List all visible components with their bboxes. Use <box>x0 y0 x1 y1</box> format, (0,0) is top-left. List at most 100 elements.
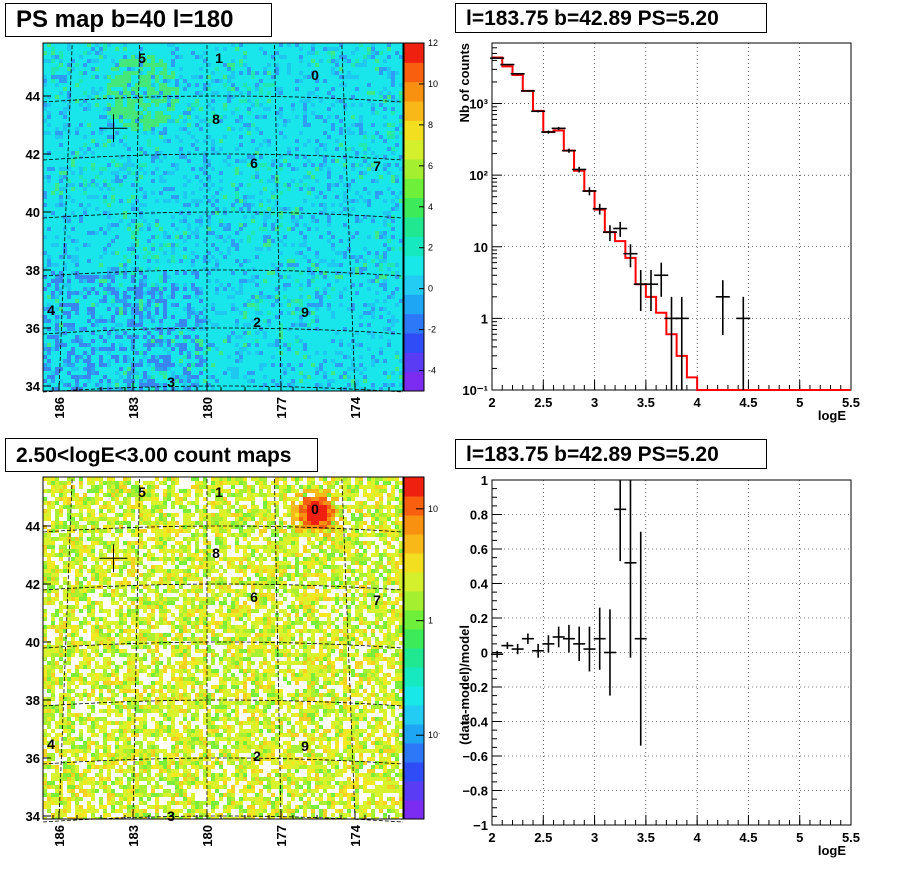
ps-map-pixel <box>123 167 127 171</box>
ps-map-pixel <box>255 259 259 263</box>
ps-map-pixel <box>159 131 163 135</box>
ps-map-pixel <box>83 119 87 123</box>
ps-map-pixel <box>339 123 343 127</box>
ps-map-pixel <box>259 179 263 183</box>
ps-map-pixel <box>355 75 359 79</box>
ps-map-pixel <box>383 187 387 191</box>
ps-map-pixel <box>387 259 391 263</box>
ps-map-pixel <box>299 83 303 87</box>
ps-map-pixel <box>43 115 47 119</box>
ps-map-pixel <box>139 47 143 51</box>
ps-map-pixel <box>151 255 155 259</box>
ps-map-pixel <box>235 95 239 99</box>
ps-map-pixel <box>271 111 275 115</box>
ps-map-pixel <box>315 111 319 115</box>
ps-map-pixel <box>391 119 395 123</box>
ps-map-pixel <box>259 227 263 231</box>
ps-map-pixel <box>347 135 351 139</box>
ps-map-pixel <box>327 159 331 163</box>
ps-map-pixel <box>223 87 227 91</box>
ps-map-pixel <box>223 247 227 251</box>
ps-map-pixel <box>131 119 135 123</box>
ps-map-pixel <box>383 231 387 235</box>
ps-map-pixel <box>171 151 175 155</box>
ps-map-pixel <box>315 203 319 207</box>
ps-map-pixel <box>63 187 67 191</box>
ps-map-pixel <box>115 43 119 47</box>
ps-map-pixel <box>299 191 303 195</box>
ps-map-pixel <box>323 167 327 171</box>
ps-map-pixel <box>315 207 319 211</box>
ps-map-pixel <box>87 263 91 267</box>
ps-map-pixel <box>287 63 291 67</box>
ps-map-pixel <box>363 207 367 211</box>
ps-map-pixel <box>183 227 187 231</box>
ps-map-pixel <box>311 203 315 207</box>
ps-map-pixel <box>47 223 51 227</box>
ps-map-pixel <box>195 159 199 163</box>
ps-map-pixel <box>367 127 371 131</box>
ps-map-pixel <box>259 147 263 151</box>
ps-map-pixel <box>299 71 303 75</box>
ps-map-pixel <box>83 211 87 215</box>
ps-map-pixel <box>131 107 135 111</box>
ps-map-pixel <box>111 175 115 179</box>
ps-map-pixel <box>175 255 179 259</box>
ps-map-pixel <box>167 211 171 215</box>
ps-map-pixel <box>151 59 155 63</box>
ps-map-pixel <box>375 167 379 171</box>
ps-map-pixel <box>91 51 95 55</box>
ps-map-pixel <box>295 195 299 199</box>
ps-map-pixel <box>95 175 99 179</box>
ps-map-pixel <box>59 259 63 263</box>
ps-map-pixel <box>387 175 391 179</box>
ps-map-pixel <box>147 135 151 139</box>
ps-map-pixel <box>71 83 75 87</box>
ps-map-pixel <box>211 63 215 67</box>
ps-map-pixel <box>215 43 219 47</box>
ps-map-pixel <box>139 107 143 111</box>
ps-map-pixel <box>363 67 367 71</box>
ps-map-pixel <box>71 107 75 111</box>
ps-map-pixel <box>139 115 143 119</box>
ps-map-pixel <box>223 75 227 79</box>
ps-map-pixel <box>283 115 287 119</box>
ps-map-pixel <box>59 155 63 159</box>
ps-map-pixel <box>75 211 79 215</box>
ps-map-pixel <box>231 111 235 115</box>
ps-map-pixel <box>243 191 247 195</box>
ps-map-pixel <box>47 207 51 211</box>
ps-map-pixel <box>339 47 343 51</box>
ps-map-pixel <box>95 59 99 63</box>
ps-map-pixel <box>139 255 143 259</box>
ps-map-pixel <box>287 99 291 103</box>
ps-map-pixel <box>335 55 339 59</box>
ps-map-pixel <box>135 227 139 231</box>
ps-map-pixel <box>187 131 191 135</box>
ps-map-pixel <box>67 219 71 223</box>
ps-map-pixel <box>331 139 335 143</box>
ps-map-pixel <box>123 191 127 195</box>
ps-map-pixel <box>275 67 279 71</box>
ps-map-pixel <box>75 259 79 263</box>
ps-map-pixel <box>207 87 211 91</box>
ps-map-pixel <box>175 259 179 263</box>
ps-map-pixel <box>351 195 355 199</box>
ps-map-pixel <box>287 83 291 87</box>
ps-map-pixel <box>299 143 303 147</box>
ps-map-pixel <box>151 103 155 107</box>
ps-map-pixel <box>75 135 79 139</box>
ps-map-pixel <box>131 191 135 195</box>
ps-map-pixel <box>307 67 311 71</box>
ps-map-pixel <box>51 191 55 195</box>
ps-map-pixel <box>139 139 143 143</box>
ps-map-pixel <box>211 175 215 179</box>
ps-map-pixel <box>343 59 347 63</box>
ps-map-pixel <box>319 123 323 127</box>
ps-map-pixel <box>175 151 179 155</box>
ps-map-pixel <box>363 103 367 107</box>
ps-map-pixel <box>75 79 79 83</box>
ps-map-pixel <box>107 111 111 115</box>
ps-map-pixel <box>299 127 303 131</box>
ps-map-pixel <box>151 239 155 243</box>
